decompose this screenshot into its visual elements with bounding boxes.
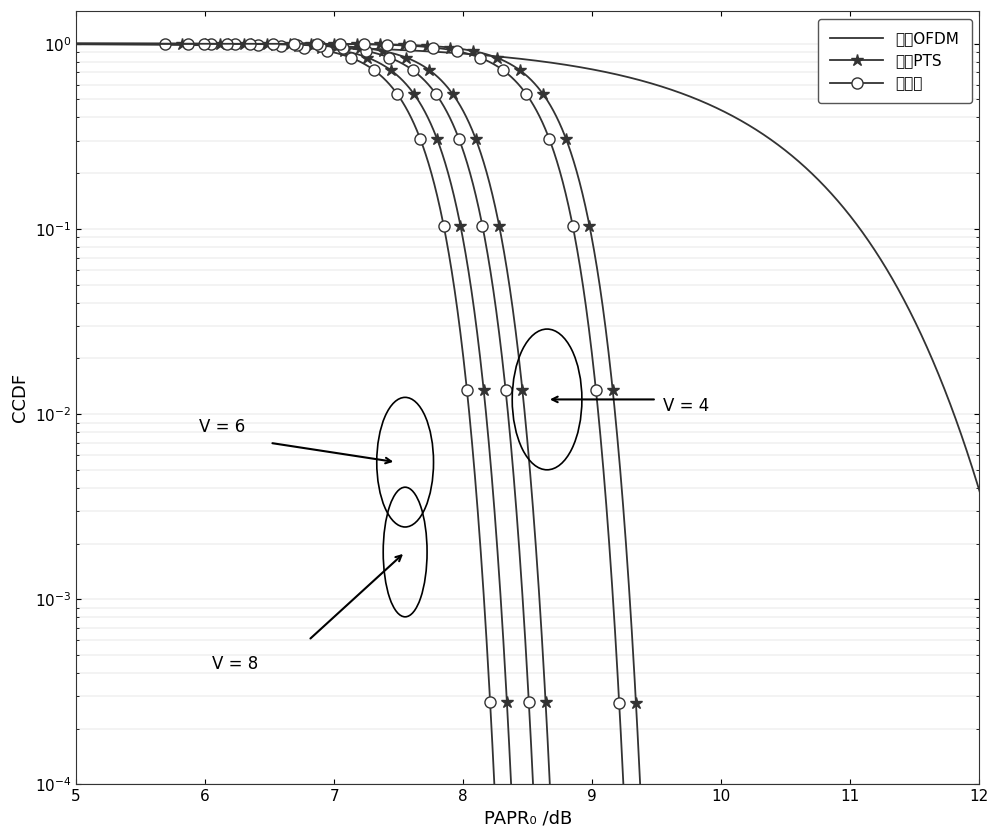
原始OFDM	[483, 50, 495, 60]
Legend: 原始OFDM, 传统PTS, 本发明: 原始OFDM, 传统PTS, 本发明	[818, 18, 972, 103]
Text: V = 4: V = 4	[663, 398, 709, 415]
本发明	[238, 39, 250, 50]
原始OFDM	[238, 40, 250, 50]
原始OFDM	[180, 40, 192, 50]
传统PTS	[180, 39, 192, 49]
Line: 原始OFDM: 原始OFDM	[76, 44, 1000, 763]
本发明	[483, 680, 495, 690]
Line: 传统PTS: 传统PTS	[70, 38, 1000, 839]
传统PTS	[483, 441, 495, 451]
本发明	[180, 39, 192, 49]
原始OFDM	[70, 39, 82, 50]
Text: V = 6: V = 6	[199, 418, 245, 436]
本发明	[441, 239, 453, 249]
本发明	[70, 39, 82, 49]
传统PTS	[70, 39, 82, 49]
Y-axis label: CCDF: CCDF	[11, 373, 29, 422]
传统PTS	[238, 39, 250, 50]
X-axis label: PAPR₀ /dB: PAPR₀ /dB	[484, 810, 572, 828]
Text: V = 8: V = 8	[212, 654, 258, 673]
原始OFDM	[915, 328, 927, 338]
原始OFDM	[441, 48, 453, 58]
传统PTS	[441, 164, 453, 175]
Line: 本发明: 本发明	[71, 38, 1000, 839]
